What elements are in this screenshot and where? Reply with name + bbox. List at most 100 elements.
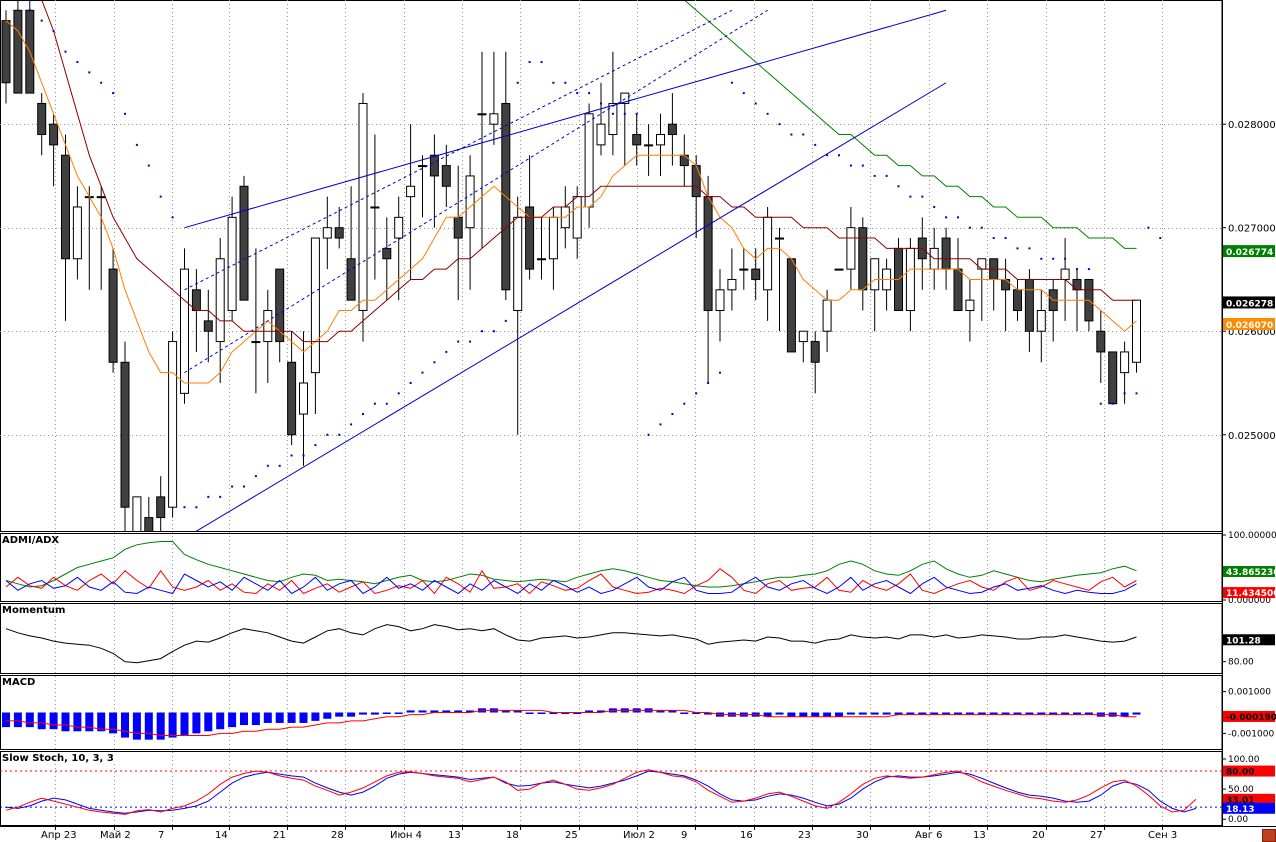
candle[interactable]	[406, 124, 416, 280]
candle[interactable]	[251, 248, 261, 394]
candle[interactable]	[656, 113, 665, 176]
macd-signal-line	[6, 709, 1137, 736]
candle[interactable]	[894, 238, 903, 312]
macd-histogram-bar	[347, 712, 356, 717]
candle[interactable]	[382, 217, 392, 301]
candle[interactable]	[370, 134, 380, 280]
candle[interactable]	[156, 476, 166, 548]
candle[interactable]	[786, 258, 796, 353]
candle[interactable]	[632, 113, 642, 166]
price-tick-label: 0.028000	[1228, 120, 1276, 131]
candle[interactable]	[608, 51, 618, 156]
candle-body-bull	[215, 258, 225, 343]
macd-histogram-bar	[823, 712, 832, 717]
candle[interactable]	[1108, 351, 1118, 405]
candle-body-bear	[156, 496, 166, 519]
candle[interactable]	[239, 175, 249, 301]
price-plot-area[interactable]	[1, 0, 1162, 580]
parabolic-sar-dot	[183, 506, 186, 509]
candle[interactable]	[275, 268, 285, 363]
candle[interactable]	[120, 341, 130, 570]
admi-badge	[1223, 565, 1275, 577]
mom-badge	[1223, 634, 1275, 646]
macd-histogram-bar	[1073, 712, 1081, 715]
candle[interactable]	[798, 330, 808, 363]
candle[interactable]	[394, 196, 404, 301]
candle[interactable]	[775, 227, 784, 332]
momentum-panel[interactable]	[5, 624, 1137, 664]
candle-body-bull	[834, 268, 844, 271]
parabolic-sar-dot	[957, 216, 959, 219]
candle[interactable]	[1036, 289, 1046, 363]
candle[interactable]	[1096, 310, 1106, 383]
candle[interactable]	[358, 93, 368, 342]
candle[interactable]	[144, 496, 154, 549]
candle[interactable]	[644, 124, 654, 176]
candle[interactable]	[477, 51, 487, 249]
candle[interactable]	[180, 248, 189, 404]
regression-channel-inner[interactable]	[184, 9, 733, 291]
candle[interactable]	[489, 51, 499, 145]
candle[interactable]	[965, 279, 975, 342]
macd-histogram-bar	[454, 710, 463, 713]
macd-histogram-bar	[692, 712, 701, 714]
candle[interactable]	[49, 113, 59, 187]
slow-stoch-panel[interactable]	[0, 769, 1222, 815]
scroll-corner-button[interactable]	[1262, 829, 1276, 842]
candle[interactable]	[441, 144, 451, 207]
candle[interactable]	[1132, 299, 1141, 373]
candle[interactable]	[346, 186, 356, 301]
stoch-tick-label: 50.00	[1228, 785, 1254, 795]
candle[interactable]	[870, 258, 880, 332]
candle-body-bull	[370, 206, 380, 209]
candle[interactable]	[334, 206, 344, 249]
candle[interactable]	[299, 331, 308, 466]
regression-channel-inner[interactable]	[184, 9, 768, 374]
parabolic-sar-dot	[112, 92, 115, 95]
candle[interactable]	[846, 206, 856, 290]
candle[interactable]	[810, 331, 820, 394]
candle[interactable]	[203, 289, 213, 363]
candle[interactable]	[727, 248, 737, 311]
macd-histogram-bar	[513, 710, 522, 713]
parabolic-sar-dot	[1099, 402, 1102, 405]
candle[interactable]	[13, 0, 23, 94]
candle[interactable]	[751, 248, 761, 301]
candle[interactable]	[215, 238, 225, 383]
candle[interactable]	[61, 134, 70, 321]
candle[interactable]	[739, 248, 749, 290]
candle[interactable]	[263, 289, 273, 383]
candle[interactable]	[132, 496, 142, 580]
admi-adx-panel[interactable]	[5, 541, 1137, 595]
candle[interactable]	[287, 331, 297, 446]
panel-frame-stoch	[0, 751, 1223, 826]
candle[interactable]	[620, 92, 630, 166]
stoch-title-bg	[1, 752, 129, 763]
candle-body-bull	[798, 330, 808, 343]
candle[interactable]	[465, 155, 475, 290]
candle[interactable]	[429, 134, 439, 228]
candle[interactable]	[108, 248, 118, 373]
macd-histogram-bar	[216, 712, 225, 730]
candle[interactable]	[667, 93, 677, 166]
regression-channel-line[interactable]	[184, 9, 947, 229]
regression-channel-line[interactable]	[185, 82, 947, 539]
candle[interactable]	[715, 269, 725, 342]
candle[interactable]	[322, 196, 332, 270]
candle[interactable]	[834, 268, 844, 271]
candle[interactable]	[537, 217, 546, 280]
candle[interactable]	[72, 186, 82, 280]
candle[interactable]	[227, 196, 237, 321]
candle[interactable]	[310, 237, 320, 415]
macd-histogram-bar	[37, 712, 46, 730]
candle[interactable]	[168, 331, 178, 518]
parabolic-sar-dot	[338, 433, 341, 436]
candle[interactable]	[596, 82, 606, 156]
candle[interactable]	[37, 93, 47, 156]
macd-histogram-bar	[1037, 712, 1046, 715]
price-panel[interactable]	[1, 0, 1162, 580]
macd-panel[interactable]	[2, 708, 1141, 740]
parabolic-sar-dot	[326, 433, 329, 436]
